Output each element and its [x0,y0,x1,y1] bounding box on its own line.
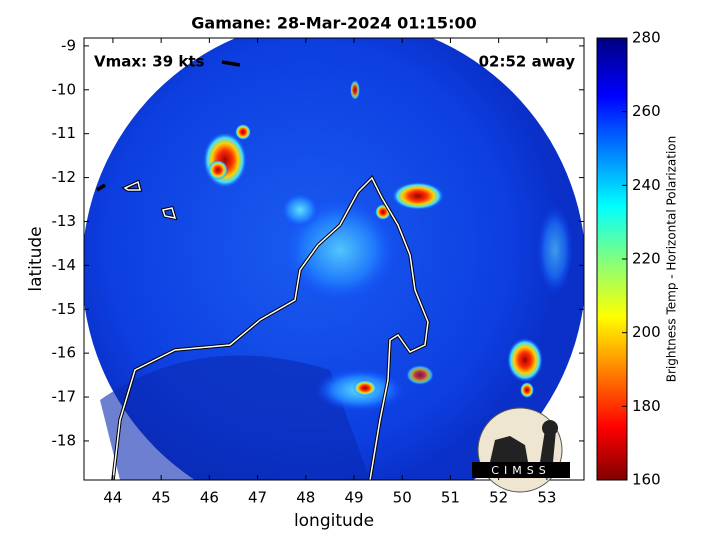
x-tick-label: 48 [296,489,315,507]
y-tick-label: -16 [52,344,77,362]
y-tick-label: -15 [52,300,77,318]
colorbar-tick-label: 200 [632,323,661,341]
x-tick-label: 44 [103,489,122,507]
y-tick-label: -9 [61,36,76,54]
y-tick-label: -13 [52,212,77,230]
colorbar-tick-label: 220 [632,250,661,268]
colorbar-tick-label: 180 [632,397,661,415]
colorbar-tick-label: 260 [632,102,661,120]
y-tick-label: -12 [52,168,77,186]
logo-text: CIMSS [491,464,550,477]
annotation: 02:52 away [479,53,576,71]
y-tick-label: -11 [52,124,77,142]
x-tick-label: 46 [200,489,219,507]
x-tick-label: 51 [441,489,460,507]
chart-title: Gamane: 28-Mar-2024 01:15:00 [191,14,476,33]
plot-frame [83,37,585,481]
x-tick-label: 45 [152,489,171,507]
y-tick-label: -14 [52,256,77,274]
y-axis-label: latitude [26,226,46,291]
y-tick-label: -10 [52,80,77,98]
y-tick-label: -17 [52,388,77,406]
x-tick-label: 50 [393,489,412,507]
colorbar-tick-label: 280 [632,29,661,47]
x-tick-label: 49 [344,489,363,507]
colorbar-tick-label: 240 [632,176,661,194]
annotation: Vmax: 39 kts [94,53,204,71]
x-tick-label: 47 [248,489,267,507]
y-tick-label: -18 [52,431,77,449]
colorbar-label: Brightness Temp - Horizontal Polarizatio… [665,136,679,383]
x-tick-label: 53 [537,489,556,507]
satellite-image [84,38,584,480]
x-axis-label: longitude [294,511,374,531]
x-tick-label: 52 [489,489,508,507]
cimss-logo: CIMSS [472,407,570,493]
colorbar-tick-label: 160 [632,471,661,489]
coastline [96,60,430,480]
